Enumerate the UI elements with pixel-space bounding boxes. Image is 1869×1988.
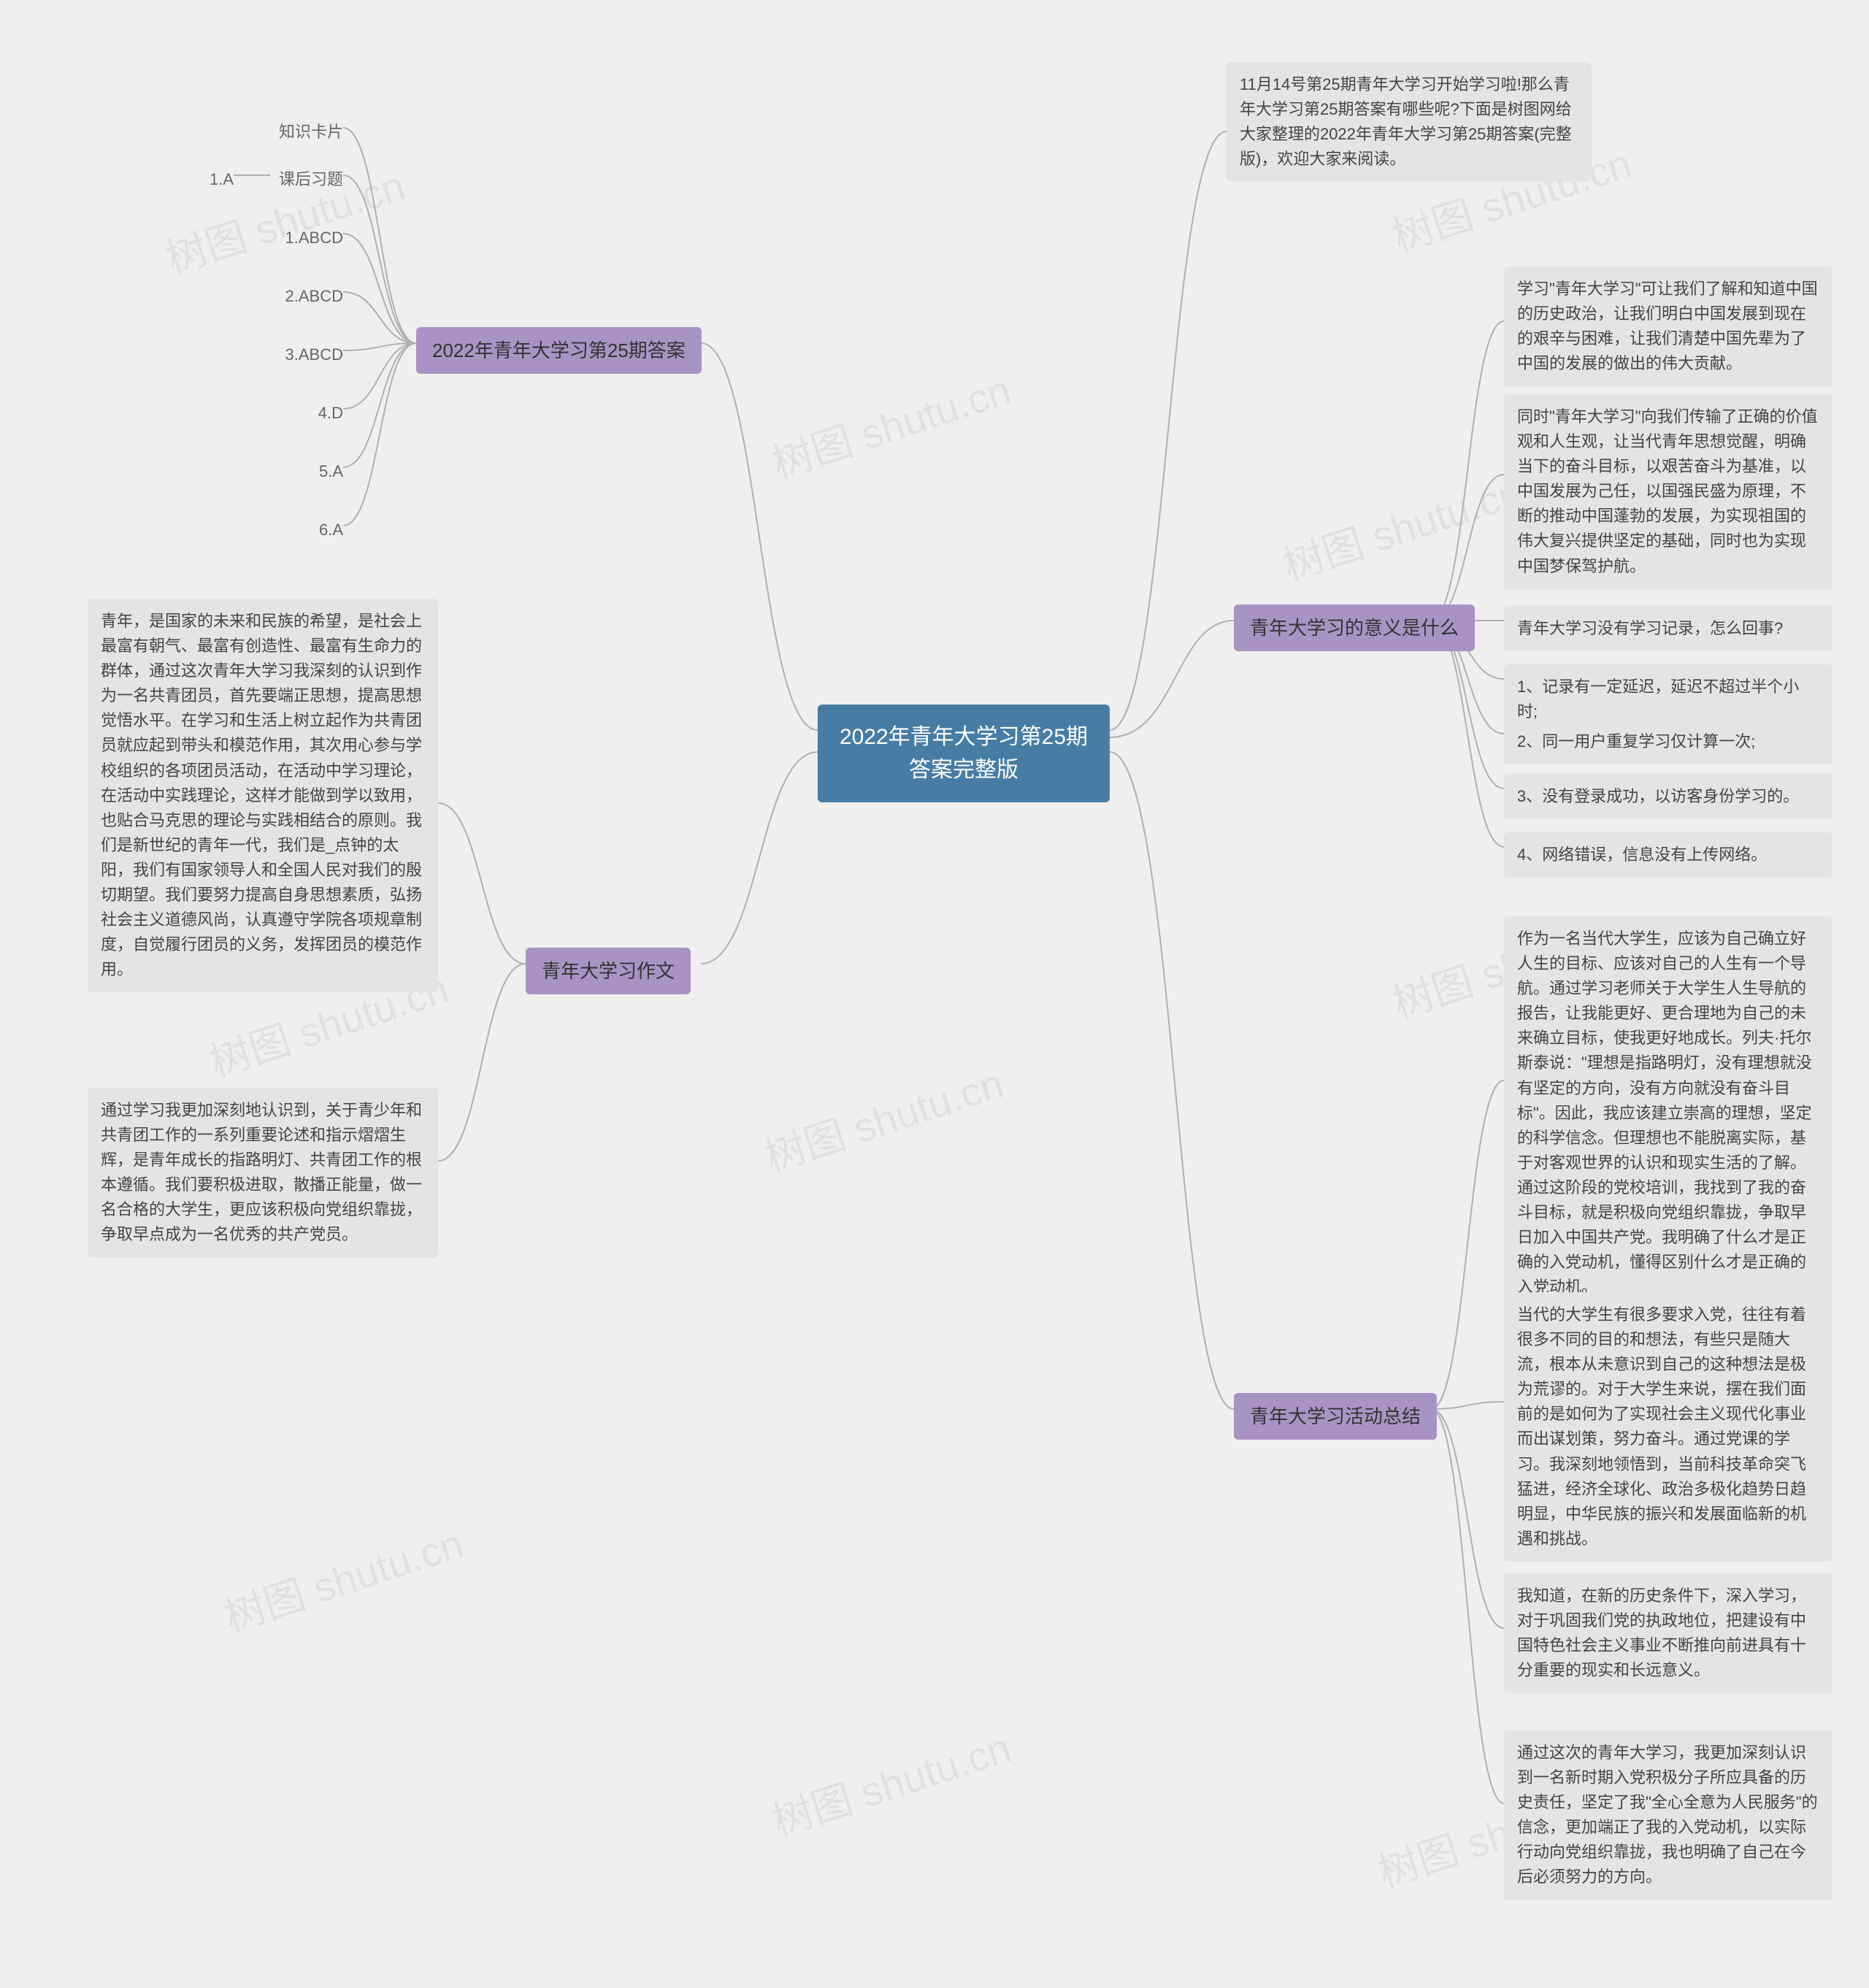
watermark: 树图 shutu.cn	[764, 1716, 1018, 1849]
answers-item-6: 6.A	[314, 515, 343, 545]
branch-meaning: 青年大学习的意义是什么	[1234, 605, 1475, 651]
summary-p4: 通过这次的青年大学习，我更加深刻认识到一名新时期入党积极分子所应具备的历史责任，…	[1504, 1730, 1832, 1900]
watermark: 树图 shutu.cn	[764, 358, 1018, 491]
meaning-a2: 2、同一用户重复学习仅计算一次;	[1504, 719, 1832, 764]
branch-essay: 青年大学习作文	[526, 948, 691, 994]
summary-p1: 作为一名当代大学生，应该为自己确立好人生的目标、应该对自己的人生有一个导航。通过…	[1504, 916, 1832, 1310]
summary-p2: 当代的大学生有很多要求入党，往往有着很多不同的目的和想法，有些只是随大流，根本从…	[1504, 1292, 1832, 1562]
center-title-line1: 2022年青年大学习第25期	[838, 721, 1089, 753]
essay-p2: 通过学习我更加深刻地认识到，关于青少年和共青团工作的一系列重要论述和指示熠熠生辉…	[88, 1088, 438, 1258]
answers-item-2: 2.ABCD	[285, 281, 343, 312]
branch-answers: 2022年青年大学习第25期答案	[416, 327, 702, 374]
meaning-q: 青年大学习没有学习记录，怎么回事?	[1504, 606, 1832, 651]
answers-item-3: 3.ABCD	[285, 339, 343, 370]
watermark: 树图 shutu.cn	[1275, 460, 1529, 593]
meaning-p2: 同时"青年大学习"向我们传输了正确的价值观和人生观，让当代青年思想觉醒，明确当下…	[1504, 394, 1832, 589]
meaning-a3: 3、没有登录成功，以访客身份学习的。	[1504, 774, 1832, 819]
intro-leaf: 11月14号第25期青年大学习开始学习啦!那么青年大学习第25期答案有哪些呢?下…	[1227, 62, 1592, 182]
branch-summary: 青年大学习活动总结	[1234, 1393, 1437, 1440]
answers-after-class: 课后习题	[277, 164, 343, 195]
answers-item-1: 1.ABCD	[285, 223, 343, 253]
center-title-line2: 答案完整版	[838, 753, 1089, 786]
answers-item-5: 5.A	[314, 456, 343, 487]
summary-p3: 我知道，在新的历史条件下，深入学习，对于巩固我们党的执政地位，把建设有中国特色社…	[1504, 1573, 1832, 1693]
watermark: 树图 shutu.cn	[216, 1511, 470, 1644]
answers-knowledge-card: 知识卡片	[277, 117, 343, 147]
center-node: 2022年青年大学习第25期 答案完整版	[818, 705, 1110, 802]
meaning-p1: 学习"青年大学习"可让我们了解和知道中国的历史政治，让我们明白中国发展到现在的艰…	[1504, 266, 1832, 386]
meaning-a4: 4、网络错误，信息没有上传网络。	[1504, 832, 1832, 878]
answers-item-4: 4.D	[314, 398, 343, 429]
answers-after-class-first: 1.A	[204, 164, 234, 195]
essay-p1: 青年，是国家的未来和民族的希望，是社会上最富有朝气、最富有创造性、最富有生命力的…	[88, 599, 438, 992]
watermark: 树图 shutu.cn	[756, 1051, 1010, 1184]
